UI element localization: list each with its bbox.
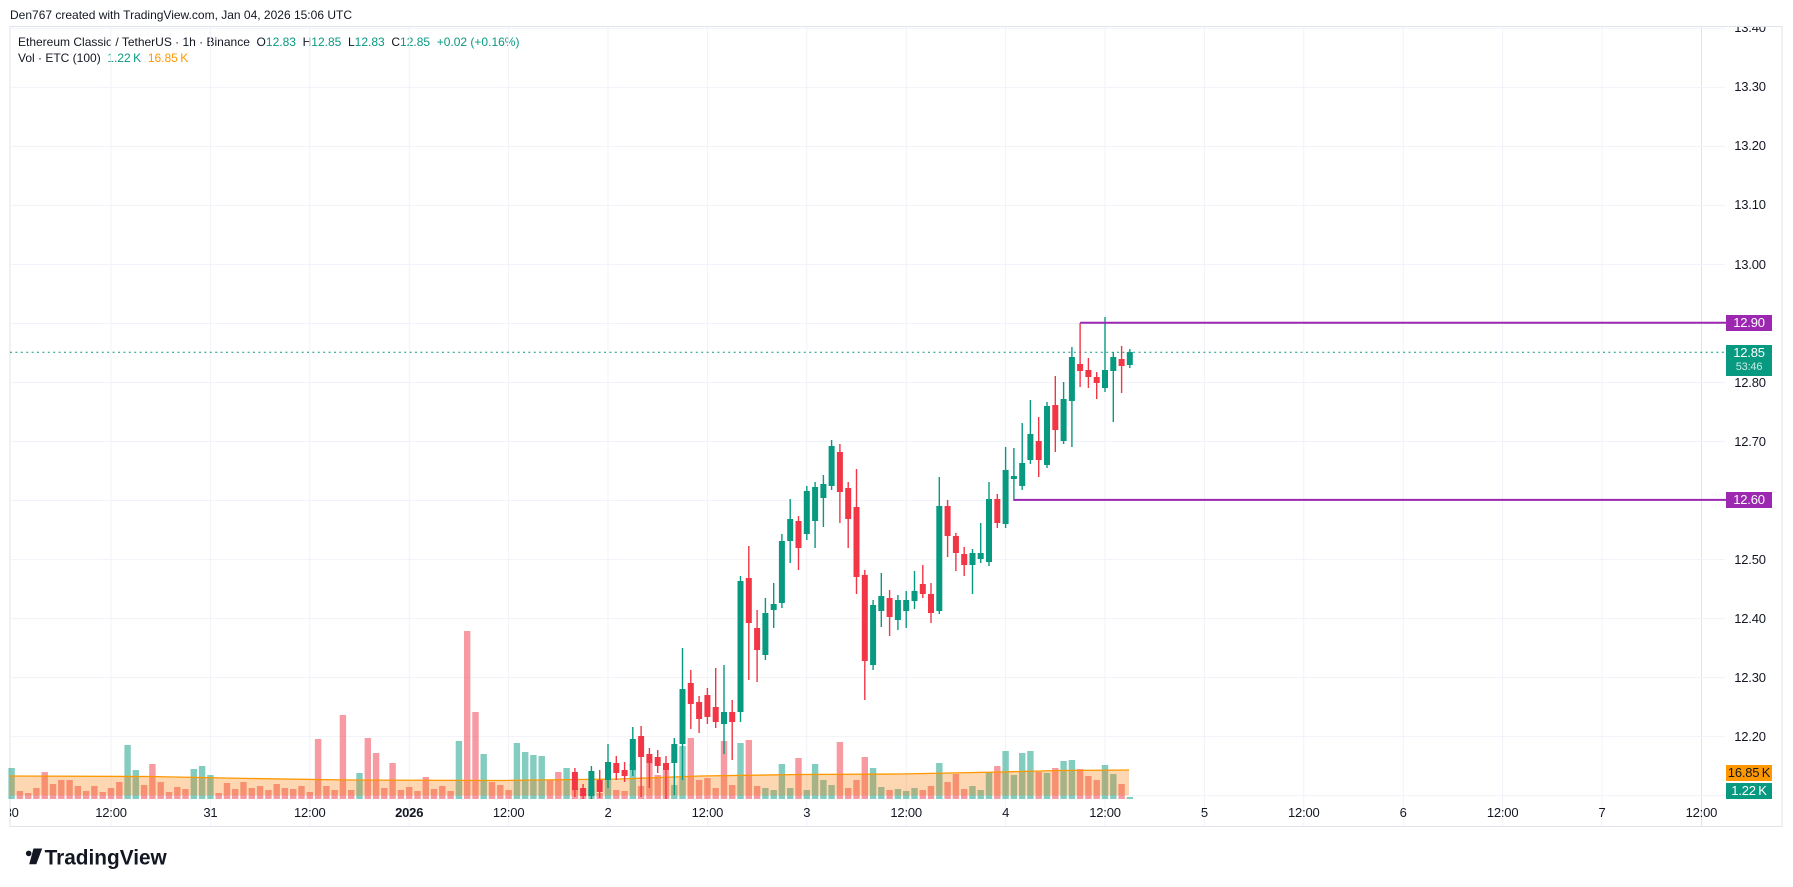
svg-text:TradingView: TradingView bbox=[45, 846, 168, 869]
